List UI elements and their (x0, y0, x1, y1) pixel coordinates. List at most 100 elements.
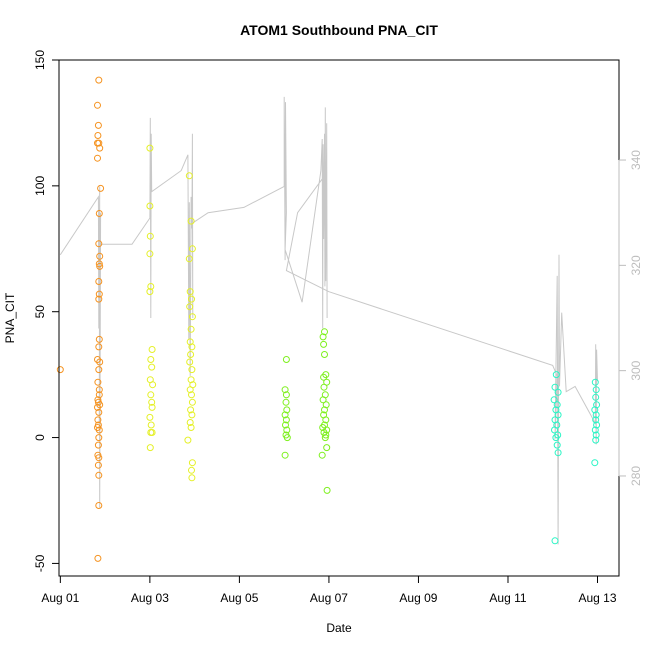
data-point (323, 444, 331, 452)
data-point (95, 343, 103, 351)
data-point (282, 416, 290, 424)
data-point (95, 335, 103, 343)
data-point (146, 144, 154, 152)
data-point (184, 436, 192, 444)
data-point (188, 245, 196, 253)
data-point (188, 295, 195, 303)
data-point (318, 451, 326, 459)
data-point (94, 154, 101, 162)
data-point (554, 411, 562, 419)
data-point (95, 366, 103, 374)
data-point (283, 426, 291, 434)
data-point (187, 376, 195, 384)
y2-tick-label: 280 (629, 466, 643, 486)
data-point (550, 396, 558, 404)
y2-tick-label: 300 (629, 360, 643, 380)
data-point (188, 474, 196, 482)
data-point (95, 391, 103, 399)
data-point (95, 454, 103, 462)
data-point (185, 172, 193, 180)
data-point (94, 441, 102, 449)
data-point (96, 144, 104, 152)
data-point (320, 340, 328, 348)
plot-box (58, 59, 620, 577)
data-point (188, 391, 195, 399)
data-point (321, 328, 328, 336)
data-point (320, 373, 328, 381)
data-point (187, 325, 195, 333)
data-point (95, 386, 103, 394)
data-point (321, 406, 328, 414)
data-point (56, 366, 64, 374)
data-point (95, 76, 103, 84)
y-tick-label: 100 (33, 176, 47, 196)
y-tick-label: 50 (33, 305, 47, 319)
data-point (554, 388, 562, 396)
line-series-layer (59, 96, 598, 545)
data-point (282, 421, 289, 429)
data-point (94, 403, 101, 411)
data-point (187, 351, 195, 358)
data-point (188, 398, 196, 406)
data-point (147, 356, 155, 363)
x-tick-label: Aug 05 (220, 591, 258, 605)
y-tick-label: 0 (33, 434, 47, 441)
data-point (322, 416, 330, 424)
data-point (283, 434, 291, 442)
data-point (321, 351, 328, 358)
data-point (146, 202, 154, 210)
data-point (554, 449, 562, 457)
data-point (188, 459, 196, 467)
data-point (94, 132, 102, 139)
data-point (94, 101, 101, 109)
data-point (95, 408, 103, 416)
data-point (95, 210, 103, 217)
data-point (188, 343, 196, 351)
data-point (95, 278, 103, 285)
data-point (146, 288, 154, 296)
data-point (553, 441, 561, 449)
data-point (187, 424, 195, 431)
data-point (592, 411, 600, 419)
data-point (148, 403, 156, 411)
data-point (147, 391, 155, 399)
data-point (146, 444, 154, 452)
data-point (591, 459, 599, 467)
data-point (592, 416, 600, 424)
data-point (146, 232, 154, 240)
data-point (96, 252, 104, 260)
data-point (188, 466, 195, 474)
data-point (188, 411, 196, 419)
data-point (593, 421, 601, 429)
data-point (552, 434, 560, 442)
data-point (96, 358, 104, 366)
y2-tick-label: 320 (629, 255, 643, 275)
data-point (97, 184, 105, 192)
scatter-points-layer (56, 76, 601, 562)
chart-title: ATOM1 Southbound PNA_CIT (240, 22, 438, 38)
x-tick-label: Aug 01 (41, 591, 79, 605)
data-point (94, 461, 102, 469)
data-point (281, 411, 289, 419)
data-point (592, 436, 600, 444)
data-point (319, 396, 327, 404)
data-point (281, 451, 289, 459)
data-point (95, 426, 103, 434)
data-point (94, 121, 102, 129)
data-point (186, 358, 194, 366)
x-tick-label: Aug 09 (399, 591, 437, 605)
data-point (186, 419, 194, 426)
data-point (282, 398, 290, 406)
data-point (186, 288, 194, 296)
y-axis-label: PNA_CIT (3, 292, 17, 343)
data-point (283, 406, 291, 414)
data-point (95, 471, 103, 479)
data-point (320, 383, 328, 391)
data-point (148, 398, 156, 406)
data-point (188, 313, 196, 321)
x-tick-label: Aug 07 (310, 591, 348, 605)
data-point (553, 401, 561, 409)
data-point (95, 502, 103, 509)
data-point (95, 295, 103, 303)
data-point (95, 139, 103, 147)
